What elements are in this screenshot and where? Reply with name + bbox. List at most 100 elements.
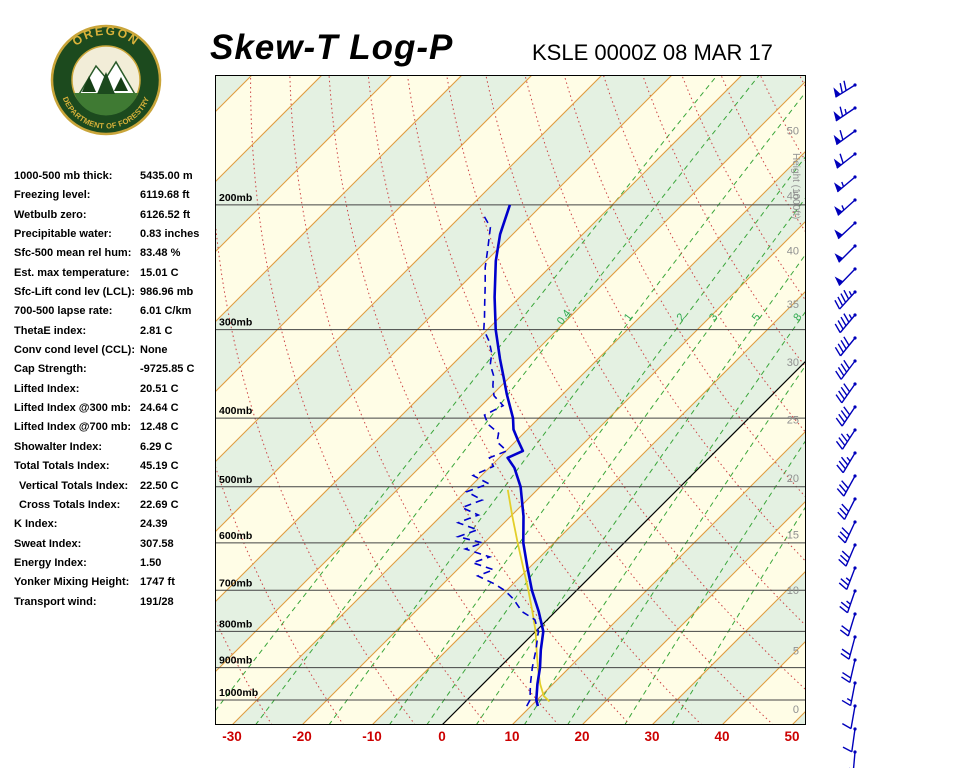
- index-row: Cross Totals Index: 22.69 C: [14, 496, 224, 515]
- indices-panel: 1000-500 mb thick: 5435.00 m Freezing leve…: [14, 167, 224, 612]
- height-tick-label: 40: [787, 246, 799, 258]
- index-row: 700-500 lapse rate: 6.01 C/km: [14, 302, 224, 321]
- index-value: None: [140, 344, 168, 357]
- index-value: 6.29 C: [140, 440, 173, 453]
- index-value: 1747 ft: [140, 576, 175, 589]
- index-label: Freezing level:: [14, 189, 91, 202]
- logo-ground: [74, 93, 138, 116]
- wind-barb: [838, 543, 857, 567]
- skewt-chart: 200mb 300mb 400mb 500mb 600mb 700mb 800mb 900mb…: [215, 75, 806, 725]
- index-row: Total Totals Index: 45.19 C: [14, 457, 224, 476]
- index-label: Wetbulb zero:: [14, 208, 87, 221]
- wind-barb: [839, 589, 857, 614]
- wind-barb: [834, 267, 857, 287]
- wind-barb: [835, 405, 857, 427]
- x-tick-label: 50: [784, 729, 800, 744]
- height-tick-label: 45: [787, 191, 799, 203]
- x-tick-label: 30: [644, 729, 660, 744]
- height-tick-label: 10: [787, 585, 799, 597]
- index-value: 6.01 C/km: [140, 305, 192, 318]
- index-label: Showalter Index:: [14, 440, 103, 453]
- wind-barb: [841, 704, 857, 730]
- wind-barb: [834, 336, 857, 357]
- index-label: ThetaE index:: [14, 324, 87, 337]
- index-value: 22.50 C: [140, 479, 179, 492]
- x-tick-label: 20: [574, 729, 590, 744]
- temperature-trace: [493, 204, 545, 707]
- wind-barb: [840, 635, 857, 660]
- dewpoint-trace: [455, 212, 540, 707]
- index-value: 22.69 C: [140, 498, 179, 511]
- index-value: 24.39: [140, 518, 168, 531]
- index-label: Yonker Mixing Height:: [14, 576, 130, 589]
- index-row: Transport wind: 191/28: [14, 593, 224, 612]
- mixing-ratio-lines: [215, 75, 806, 725]
- index-value: 45.19 C: [140, 460, 179, 473]
- index-row: Sfc-Lift cond lev (LCL): 986.96 mb: [14, 283, 224, 302]
- height-tick-label: 20: [787, 473, 799, 485]
- index-row: Est. max temperature: 15.01 C: [14, 264, 224, 283]
- logo-tree-icon: [82, 76, 96, 92]
- index-label: Lifted Index @300 mb:: [14, 402, 132, 415]
- odf-logo: OREGON DEPARTMENT OF FORESTRY: [50, 24, 162, 136]
- index-row: Vertical Totals Index: 22.50 C: [14, 477, 224, 496]
- index-label: Energy Index:: [14, 556, 87, 569]
- index-row: Showalter Index: 6.29 C: [14, 438, 224, 457]
- logo-tree-icon: [114, 77, 128, 91]
- index-label: 1000-500 mb thick:: [14, 170, 113, 182]
- height-tick-label: 25: [787, 415, 799, 427]
- index-label: Conv cond level (CCL):: [14, 344, 136, 357]
- index-value: 986.96 mb: [140, 286, 194, 299]
- wind-barb: [849, 750, 857, 768]
- wind-barb: [837, 520, 857, 544]
- index-label: Vertical Totals Index:: [19, 479, 129, 492]
- index-row: Lifted Index: 20.51 C: [14, 380, 224, 399]
- index-value: 15.01 C: [140, 266, 179, 279]
- index-value: 6126.52 ft: [140, 208, 191, 221]
- pressure-label: 600mb: [219, 530, 252, 542]
- pressure-label: 200mb: [219, 192, 252, 204]
- index-value: 191/28: [140, 595, 174, 608]
- chart-plot-area: [215, 75, 806, 725]
- station-datetime: KSLE 0000Z 08 MAR 17: [532, 40, 773, 65]
- temperature-axis: -30 -20 -10 0 10 20 30 40 50: [215, 729, 806, 749]
- index-label: Cap Strength:: [14, 363, 87, 376]
- index-row: Freezing level: 6119.68 ft: [14, 186, 224, 205]
- index-value: 2.81 C: [140, 324, 173, 337]
- page-title: Skew-T Log-P: [210, 28, 454, 67]
- index-label: Lifted Index @700 mb:: [14, 421, 132, 434]
- wind-barb: [837, 497, 857, 520]
- height-tick-label: 50: [787, 125, 799, 137]
- index-label: 700-500 lapse rate:: [14, 305, 113, 318]
- pressure-gridlines: [215, 204, 806, 701]
- index-row: Precipitable water: 0.83 inches: [14, 225, 224, 244]
- wind-barb: [841, 658, 857, 683]
- wind-barb: [835, 382, 857, 404]
- index-label: Sfc-Lift cond lev (LCL):: [14, 286, 135, 299]
- index-row: Sfc-500 mean rel hum: 83.48 %: [14, 244, 224, 263]
- index-value: 20.51 C: [140, 382, 179, 395]
- height-tick-label: 30: [787, 357, 799, 369]
- index-label: Sfc-500 mean rel hum:: [14, 247, 132, 260]
- height-tick-label: 15: [787, 530, 799, 542]
- index-row: K Index: 24.39: [14, 515, 224, 534]
- wind-barb: [834, 221, 857, 240]
- index-label: Cross Totals Index:: [19, 498, 121, 511]
- index-value: 307.58: [140, 537, 174, 550]
- wind-barb: [838, 566, 857, 591]
- pressure-label: 900mb: [219, 655, 252, 667]
- wind-barb: [839, 612, 857, 637]
- x-tick-label: -20: [292, 729, 312, 744]
- isotherm-grid: [215, 75, 806, 725]
- logo-tree-icon: [97, 72, 115, 94]
- pressure-label: 700mb: [219, 577, 252, 589]
- index-value: 0.83 inches: [140, 228, 200, 241]
- height-tick-label: 35: [787, 299, 799, 311]
- chart-border: [215, 75, 806, 725]
- index-value: 1.50: [140, 556, 162, 569]
- wind-barb: [833, 175, 857, 193]
- wind-barb: [842, 727, 857, 753]
- index-row: Lifted Index @300 mb: 24.64 C: [14, 399, 224, 418]
- index-row: Sweat Index: 307.58: [14, 535, 224, 554]
